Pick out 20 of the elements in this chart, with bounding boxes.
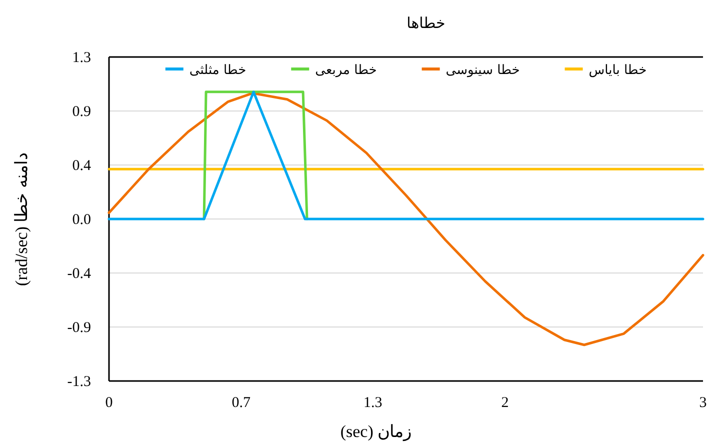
x-tick-label: 1.3: [364, 395, 382, 411]
x-tick-label: 0.7: [232, 395, 251, 411]
y-tick-label: 1.3: [72, 50, 91, 66]
x-tick-label: 3: [699, 395, 707, 411]
y-tick-label: 0.4: [72, 158, 92, 174]
legend-label: خطا بایاس: [588, 63, 647, 78]
y-tick-label: 0.9: [72, 104, 91, 120]
y-tick-label: 0.0: [72, 212, 91, 228]
chart-title: خطاها: [406, 14, 446, 32]
y-axis-title: دامنه خطا (rad/sec): [12, 152, 31, 286]
legend-label: خطا مثلثی: [189, 63, 246, 78]
y-tick-label: -0.4: [67, 266, 92, 282]
y-tick-label: -0.9: [67, 320, 91, 336]
x-tick-label: 2: [501, 395, 509, 411]
y-tick-label: -1.3: [67, 374, 91, 390]
legend-label: خطا مربعی: [315, 63, 377, 78]
x-tick-label: 0: [105, 395, 113, 411]
x-axis-title: زمان (sec): [340, 422, 412, 442]
line-series: [108, 92, 704, 346]
legend-label: خطا سینوسی: [446, 63, 520, 78]
